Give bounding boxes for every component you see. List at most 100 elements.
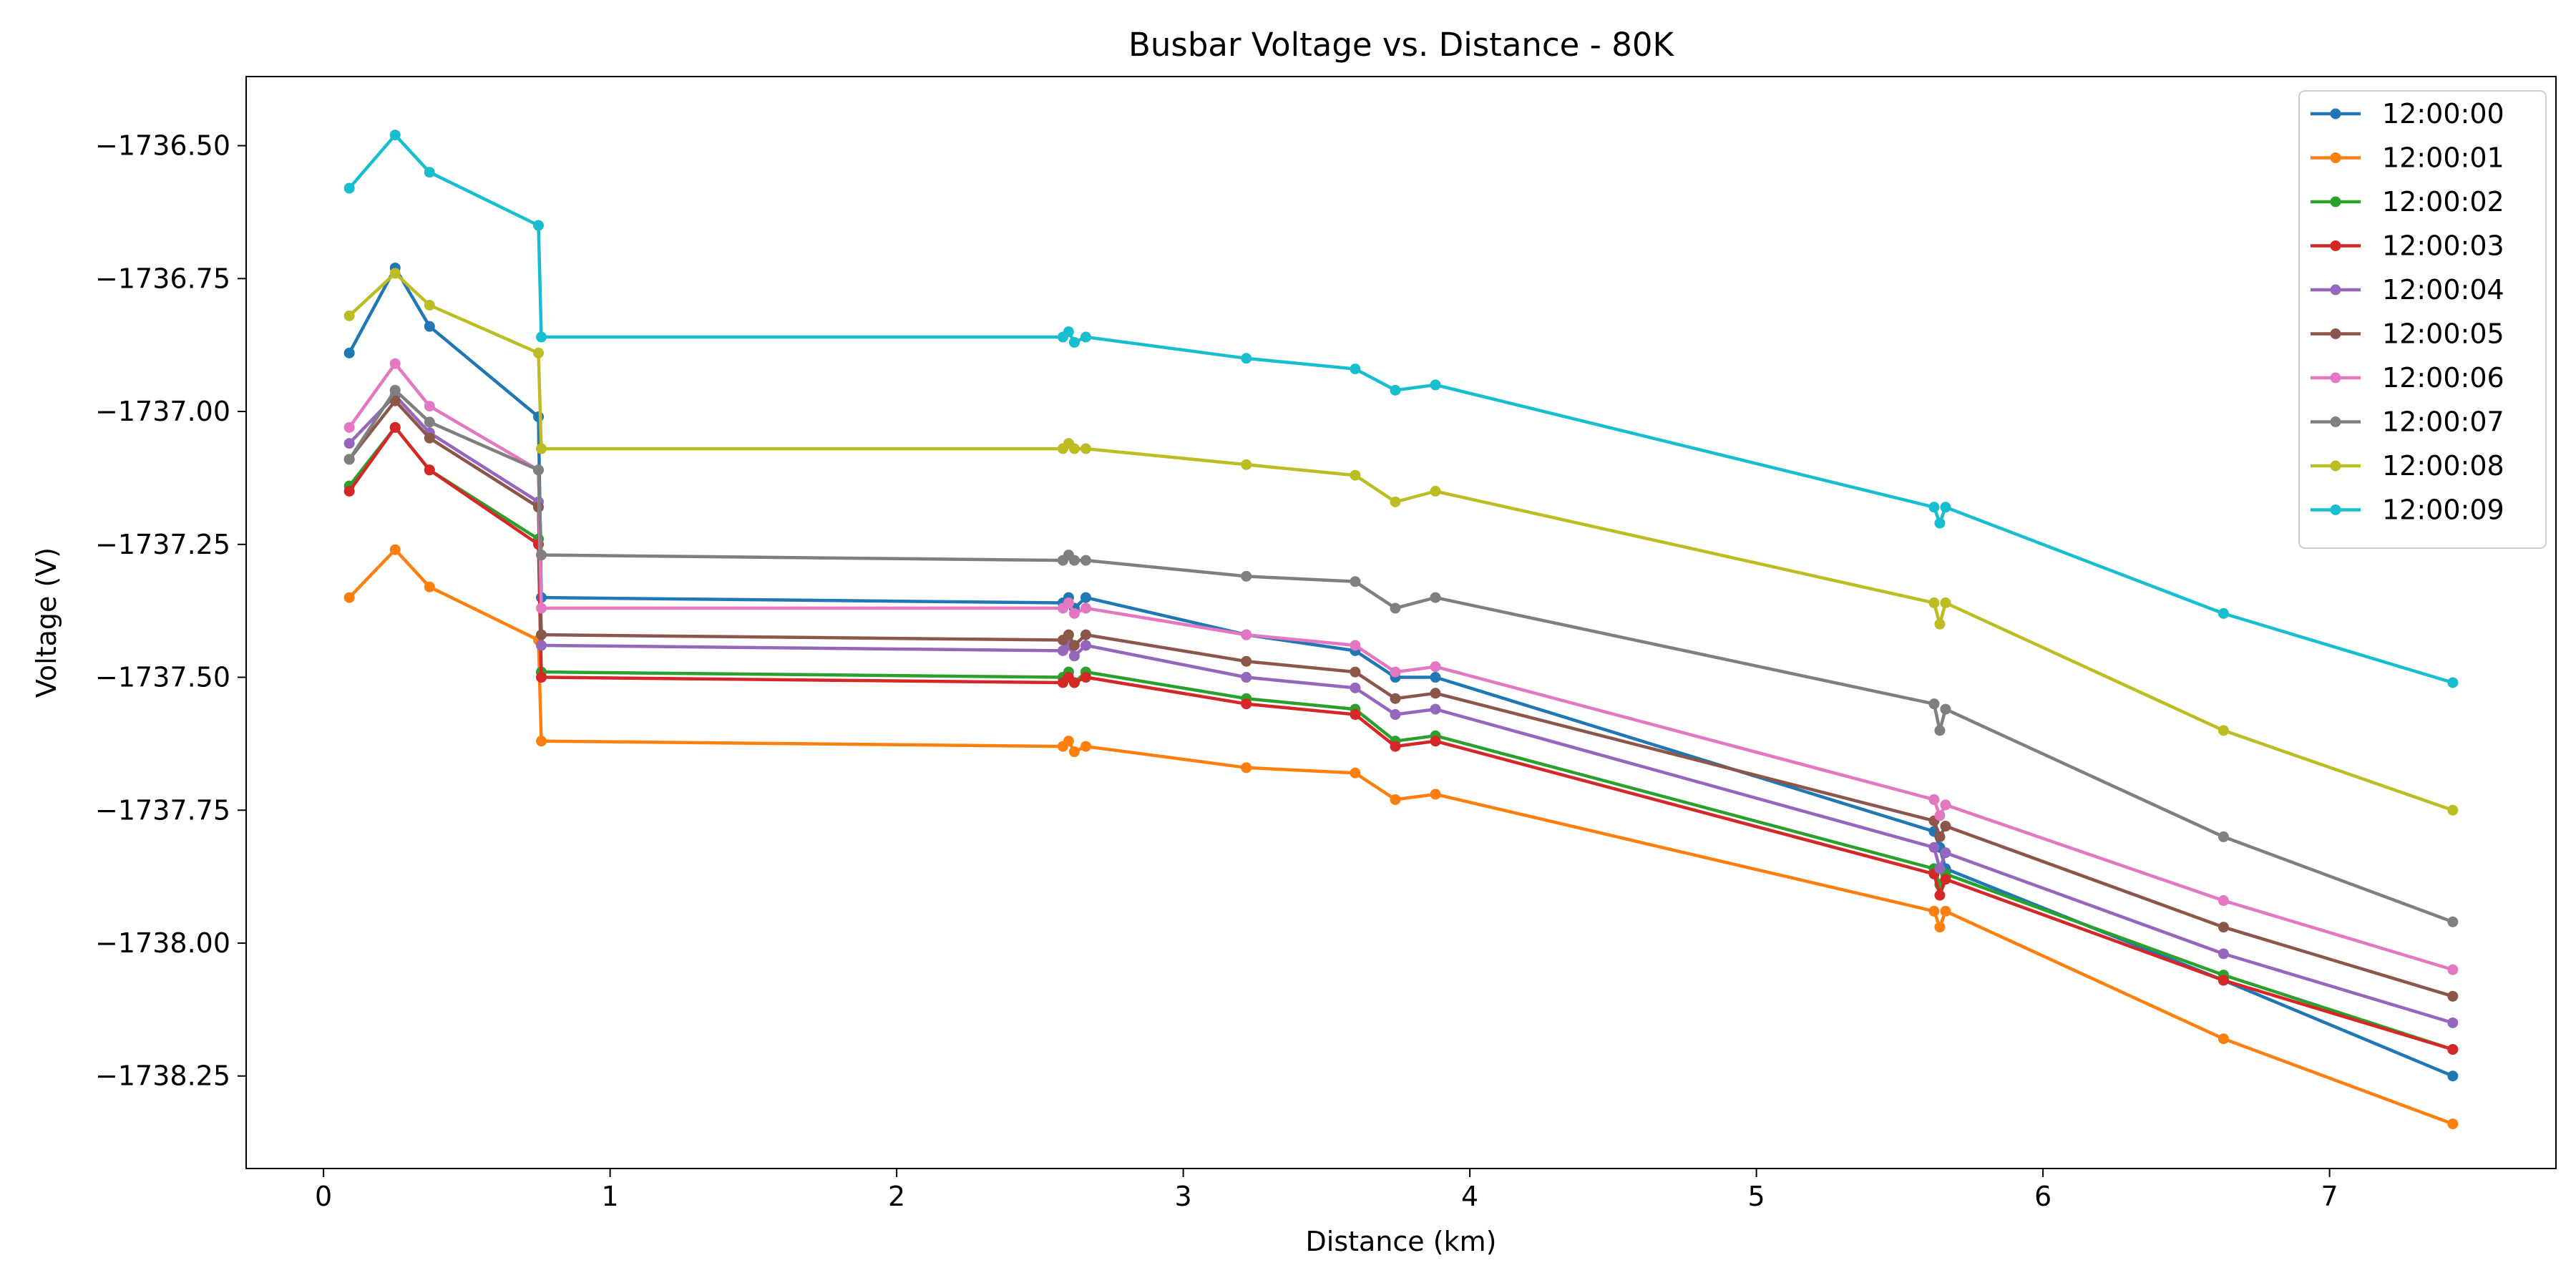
- data-point: [1068, 677, 1080, 688]
- data-point: [2447, 677, 2459, 688]
- y-tick-label: −1737.00: [95, 396, 230, 427]
- legend-label: 12:00:07: [2382, 406, 2504, 438]
- legend-box: [2298, 90, 2547, 549]
- data-point: [389, 358, 401, 369]
- data-point: [536, 331, 547, 343]
- data-point: [533, 347, 545, 358]
- data-point: [1080, 602, 1091, 614]
- legend-label: 12:00:02: [2382, 186, 2504, 218]
- data-point: [1068, 640, 1080, 651]
- data-point: [1430, 672, 1441, 683]
- data-point: [533, 220, 545, 231]
- data-point: [1063, 597, 1074, 609]
- data-point: [1940, 847, 1951, 859]
- data-point: [1068, 650, 1080, 662]
- data-point: [424, 581, 435, 592]
- data-point: [1241, 459, 1252, 470]
- data-point: [2447, 1017, 2459, 1028]
- data-point: [1080, 741, 1091, 752]
- legend-marker: [2330, 504, 2341, 515]
- data-point: [1940, 502, 1951, 513]
- series-12:00:06: [343, 358, 2459, 975]
- data-point: [1241, 698, 1252, 710]
- data-point: [1940, 799, 1951, 811]
- data-point: [1430, 736, 1441, 747]
- data-point: [2218, 831, 2229, 842]
- data-point: [536, 640, 547, 651]
- data-point: [389, 395, 401, 406]
- data-point: [2447, 990, 2459, 1002]
- data-point: [1350, 666, 1361, 678]
- data-point: [1940, 703, 1951, 715]
- legend-label: 12:00:03: [2382, 230, 2504, 262]
- x-tick-label: 4: [1461, 1181, 1478, 1212]
- data-point: [2447, 964, 2459, 975]
- data-point: [1350, 576, 1361, 587]
- series-12:00:08: [343, 268, 2459, 816]
- y-tick-label: −1737.50: [95, 662, 230, 693]
- data-point: [1390, 602, 1401, 614]
- x-axis-label: Distance (km): [1306, 1226, 1497, 1257]
- data-point: [1430, 789, 1441, 800]
- legend-label: 12:00:08: [2382, 450, 2504, 482]
- data-point: [1350, 709, 1361, 721]
- data-point: [1080, 672, 1091, 683]
- data-point: [1934, 922, 1946, 933]
- data-point: [1928, 794, 1940, 805]
- data-point: [1430, 703, 1441, 715]
- data-point: [1080, 629, 1091, 640]
- data-point: [1068, 746, 1080, 758]
- data-point: [1068, 555, 1080, 566]
- data-point: [1390, 384, 1401, 396]
- data-point: [533, 464, 545, 476]
- data-point: [343, 454, 355, 465]
- data-point: [536, 602, 547, 614]
- data-point: [2447, 1118, 2459, 1130]
- legend-marker: [2330, 240, 2341, 251]
- y-tick-label: −1737.75: [95, 794, 230, 826]
- data-point: [536, 629, 547, 640]
- legend-marker: [2330, 152, 2341, 163]
- data-point: [2218, 975, 2229, 986]
- data-point: [2218, 608, 2229, 619]
- data-point: [2447, 916, 2459, 927]
- data-point: [536, 443, 547, 454]
- data-point: [1080, 592, 1091, 603]
- data-point: [343, 310, 355, 321]
- legend: 12:00:00 12:00:01 12:00:02 12:00:03 12:00:04…: [2298, 90, 2547, 549]
- data-point: [1068, 336, 1080, 348]
- data-point: [533, 411, 545, 422]
- y-tick-label: −1736.50: [95, 130, 230, 162]
- data-point: [424, 416, 435, 428]
- legend-label: 12:00:09: [2382, 494, 2504, 526]
- data-point: [2218, 895, 2229, 907]
- legend-marker: [2330, 328, 2341, 339]
- data-point: [343, 485, 355, 497]
- data-point: [2218, 725, 2229, 736]
- y-axis-label: Voltage (V): [31, 547, 62, 698]
- data-point: [1430, 661, 1441, 673]
- data-point: [1940, 874, 1951, 885]
- data-point: [1080, 443, 1091, 454]
- data-point: [424, 321, 435, 332]
- legend-marker: [2330, 196, 2341, 208]
- data-point: [1063, 736, 1074, 747]
- data-point: [1080, 555, 1091, 566]
- data-point: [1934, 618, 1946, 630]
- data-point: [1241, 629, 1252, 640]
- data-point: [1350, 682, 1361, 693]
- plot-frame: [245, 76, 2557, 1169]
- data-point: [389, 384, 401, 396]
- data-point: [389, 130, 401, 141]
- data-point: [1063, 629, 1074, 640]
- data-point: [1080, 640, 1091, 651]
- data-point: [1080, 331, 1091, 343]
- y-tick-label: −1737.25: [95, 529, 230, 560]
- data-point: [2218, 948, 2229, 960]
- data-point: [2218, 1033, 2229, 1045]
- data-point: [536, 672, 547, 683]
- data-point: [389, 268, 401, 279]
- x-axis: 0 1 2 3 4 5 6 7: [315, 1169, 2338, 1212]
